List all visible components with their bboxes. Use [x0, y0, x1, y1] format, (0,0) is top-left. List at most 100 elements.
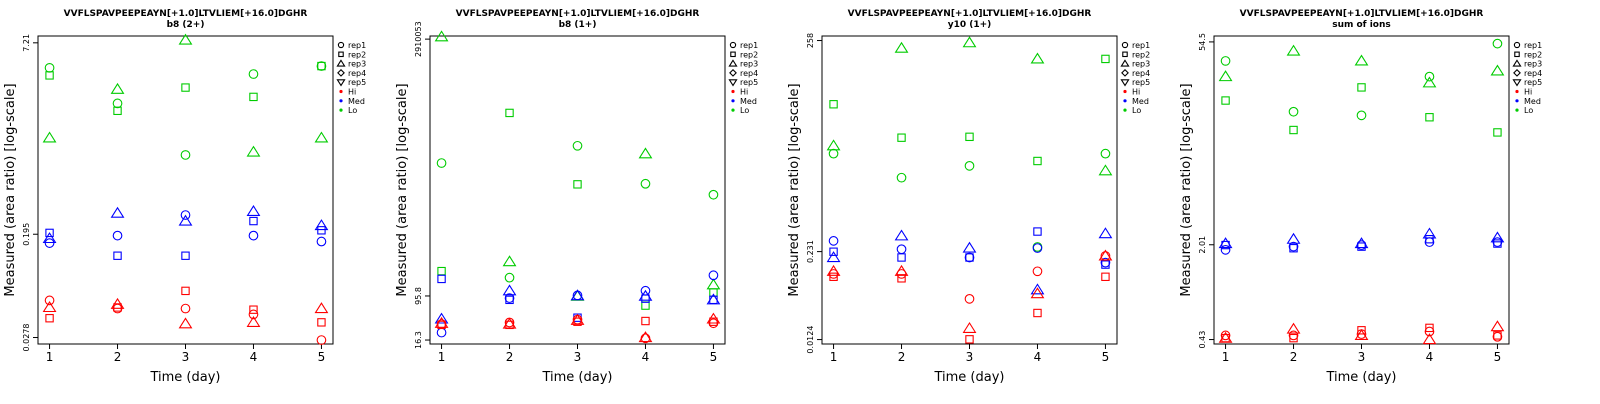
point-lo-rep1-day5 [316, 61, 327, 71]
point-lo-rep1-day5 [1100, 148, 1111, 159]
point-med-rep3-day4 [246, 204, 261, 216]
x-tick-label: 3 [182, 350, 190, 364]
point-lo-rep1-day3 [572, 140, 583, 151]
point-lo-rep2-day1 [45, 71, 54, 80]
point-hi-rep2-day2 [1289, 333, 1298, 343]
point-med-rep3-day3 [962, 241, 977, 253]
legend-diamond-icon [1513, 69, 1521, 77]
point-hi-rep3-day4 [1422, 333, 1437, 345]
point-lo-rep3-day5 [1098, 164, 1113, 176]
point-med-rep2-day3 [181, 251, 190, 260]
y-axis-label: Measured (area ratio) [log-scale] [1179, 83, 1194, 296]
point-lo-rep2-day4 [1425, 113, 1434, 122]
legend-label-rep1: rep1 [1524, 41, 1542, 50]
point-hi-rep2-day1 [829, 272, 838, 281]
point-hi-rep3-day4 [1030, 287, 1045, 299]
point-med-rep3-day2 [1286, 232, 1301, 244]
point-med-rep3-day2 [502, 284, 517, 296]
point-hi-rep3-day5 [706, 312, 721, 324]
point-med-rep3-day5 [706, 293, 721, 305]
legend-square-icon [1122, 51, 1128, 58]
point-med-rep2-day5 [1101, 260, 1110, 269]
point-med-rep1-day1 [44, 238, 55, 248]
x-axis-label: Time (day) [933, 370, 1004, 385]
point-lo-rep1-day4 [248, 69, 259, 79]
point-lo-rep3-day3 [178, 33, 193, 45]
point-hi-rep3-day2 [502, 317, 517, 329]
point-med-rep2-day2 [897, 253, 906, 262]
point-hi-rep2-day4 [249, 305, 258, 314]
point-lo-rep1-day2 [112, 98, 123, 109]
point-lo-rep1-day1 [828, 148, 839, 159]
y-tick-label: 54.5 [1198, 33, 1207, 51]
legend-label-rep2: rep2 [348, 50, 366, 59]
point-med-rep1-day1 [828, 236, 839, 246]
point-med-rep2-day3 [965, 253, 974, 262]
plot-frame [37, 35, 334, 345]
legend-circle-icon [337, 41, 345, 49]
legend-diamond-icon [729, 69, 737, 77]
y-tick-label: 0.0124 [806, 326, 815, 354]
point-hi-rep1-day5 [1492, 331, 1503, 342]
point-lo-rep1-day3 [964, 160, 975, 171]
legend-dot-icon [731, 99, 735, 103]
point-med-rep1-day3 [180, 210, 191, 220]
point-hi-rep3-day1 [42, 301, 57, 313]
point-hi-rep3-day4 [638, 331, 653, 343]
y-axis-label: Measured (area ratio) [log-scale] [3, 83, 18, 296]
point-lo-rep2-day2 [505, 108, 514, 118]
legend-square-icon [1514, 51, 1520, 58]
point-lo-rep2-day3 [1357, 83, 1366, 92]
legend-triangle-down-icon [728, 79, 738, 87]
legend-dot-icon [1515, 108, 1519, 112]
point-med-rep1-day2 [504, 293, 515, 303]
point-med-rep3-day3 [178, 214, 193, 226]
point-med-rep2-day1 [829, 247, 838, 256]
point-hi-rep2-day3 [965, 335, 974, 344]
x-axis-label: Time (day) [1325, 370, 1396, 385]
point-lo-rep2-day2 [113, 106, 122, 116]
point-lo-rep3-day5 [706, 278, 721, 290]
point-hi-rep3-day4 [246, 315, 261, 327]
point-hi-rep2-day3 [181, 286, 190, 296]
point-hi-rep1-day2 [1288, 330, 1299, 341]
point-med-rep3-day3 [1354, 237, 1369, 249]
legend-label-rep2: rep2 [1524, 50, 1542, 59]
point-med-rep3-day2 [110, 206, 125, 218]
point-lo-rep1-day4 [1424, 71, 1435, 82]
x-tick-label: 4 [642, 350, 650, 364]
x-tick-label: 5 [710, 350, 718, 364]
point-med-rep2-day4 [1033, 227, 1042, 236]
chart-panel-2: VVFLSPAVPEEPEAYN[+1.0]LTVLIEM[+16.0]DGHR… [395, 9, 758, 385]
point-lo-rep3-day3 [1354, 54, 1369, 66]
point-med-rep3-day1 [434, 312, 449, 324]
legend-triangle-up-icon [1120, 59, 1130, 67]
point-hi-rep2-day2 [897, 274, 906, 283]
point-hi-rep1-day5 [316, 335, 327, 345]
point-med-rep1-day4 [1424, 237, 1435, 247]
y-tick-label: 0.0278 [22, 324, 31, 352]
legend-label-rep3: rep3 [1524, 60, 1542, 69]
point-med-rep1-day1 [436, 327, 447, 338]
chart-title: VVFLSPAVPEEPEAYN[+1.0]LTVLIEM[+16.0]DGHR [1240, 9, 1484, 19]
legend-dot-icon [731, 89, 735, 94]
point-med-rep3-day5 [1490, 231, 1505, 243]
legend-label-Lo: Lo [740, 106, 749, 115]
x-tick-label: 2 [1290, 350, 1298, 364]
point-lo-rep3-day2 [502, 255, 517, 267]
legend-triangle-down-icon [1512, 79, 1522, 87]
point-hi-rep2-day1 [45, 314, 54, 323]
point-hi-rep3-day5 [1490, 320, 1505, 332]
point-hi-rep3-day3 [1354, 329, 1369, 340]
point-med-rep1-day4 [248, 230, 259, 241]
y-tick-label: 95.8 [414, 287, 423, 305]
point-lo-rep2-day1 [1221, 96, 1230, 105]
plot-frame [429, 35, 726, 345]
point-lo-rep2-day4 [249, 92, 258, 102]
legend-label-rep1: rep1 [348, 41, 366, 50]
point-hi-rep2-day2 [113, 303, 122, 312]
point-lo-rep1-day3 [180, 150, 191, 160]
legend-label-Med: Med [348, 97, 365, 106]
y-tick-label: 16.3 [414, 331, 423, 349]
point-lo-rep2-day5 [1101, 54, 1110, 64]
